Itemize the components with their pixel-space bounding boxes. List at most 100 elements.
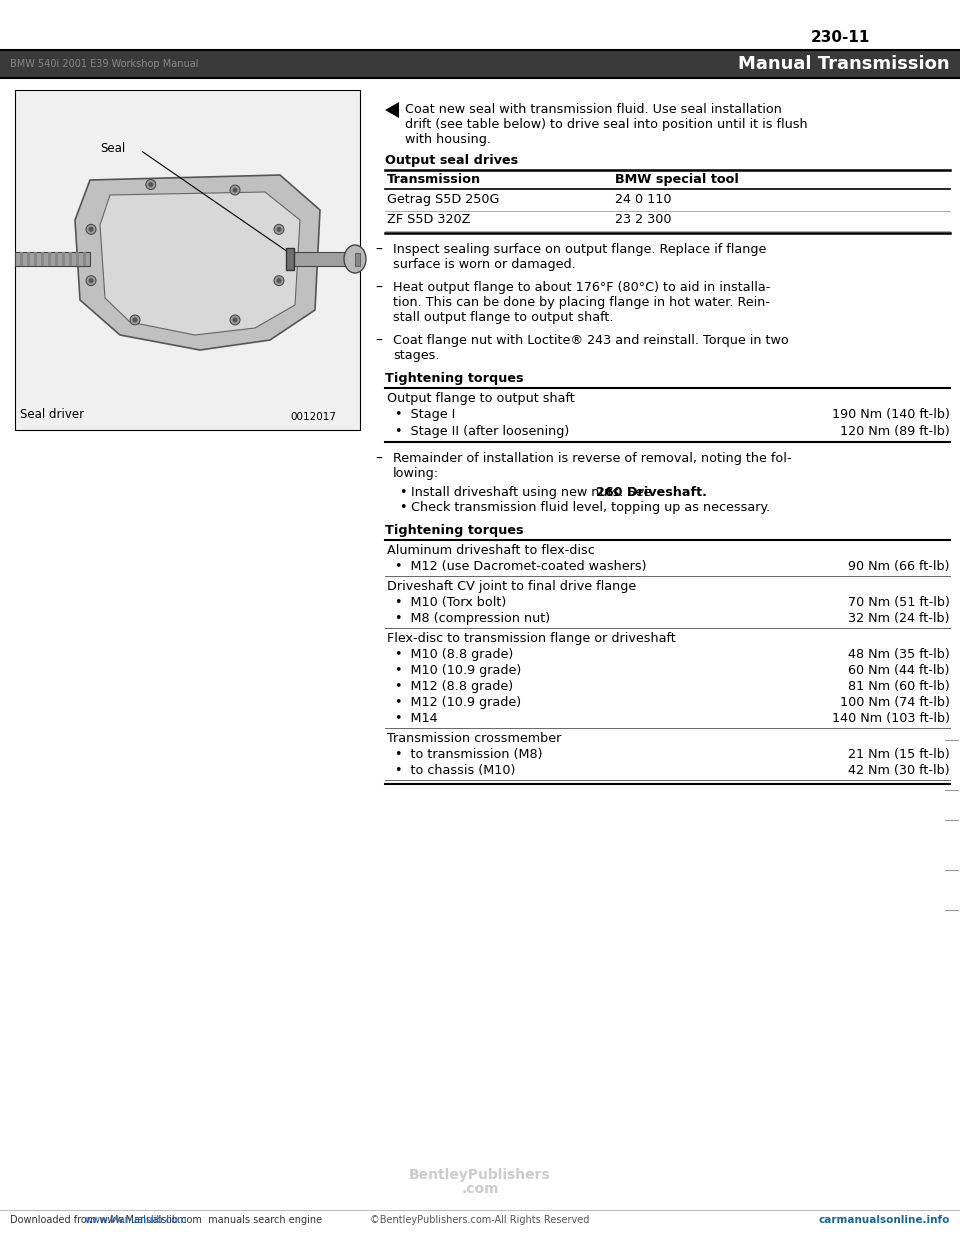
Text: Seal: Seal xyxy=(100,142,125,155)
Text: stall output flange to output shaft.: stall output flange to output shaft. xyxy=(393,310,613,324)
Circle shape xyxy=(276,227,281,232)
Circle shape xyxy=(88,227,93,232)
Bar xyxy=(27,252,30,266)
Circle shape xyxy=(86,276,96,286)
Text: 32 Nm (24 ft-lb): 32 Nm (24 ft-lb) xyxy=(849,612,950,625)
Text: Manual Transmission: Manual Transmission xyxy=(738,55,950,73)
Text: •  M12 (use Dacromet-coated washers): • M12 (use Dacromet-coated washers) xyxy=(395,560,646,573)
Text: 90 Nm (66 ft-lb): 90 Nm (66 ft-lb) xyxy=(849,560,950,573)
Bar xyxy=(20,252,23,266)
Text: drift (see table below) to drive seal into position until it is flush: drift (see table below) to drive seal in… xyxy=(405,118,807,130)
Text: .com: .com xyxy=(461,1182,499,1196)
Text: •  M12 (8.8 grade): • M12 (8.8 grade) xyxy=(395,681,514,693)
Bar xyxy=(55,252,58,266)
Bar xyxy=(76,252,79,266)
Text: •  M14: • M14 xyxy=(395,712,438,725)
Bar xyxy=(34,252,37,266)
Bar xyxy=(355,253,360,266)
Text: Coat flange nut with Loctite® 243 and reinstall. Torque in two: Coat flange nut with Loctite® 243 and re… xyxy=(393,334,789,347)
Text: Output flange to output shaft: Output flange to output shaft xyxy=(387,392,575,405)
Text: Inspect sealing surface on output flange. Replace if flange: Inspect sealing surface on output flange… xyxy=(393,243,766,256)
Circle shape xyxy=(86,225,96,235)
Circle shape xyxy=(132,318,137,323)
Text: 48 Nm (35 ft-lb): 48 Nm (35 ft-lb) xyxy=(849,648,950,661)
Text: •  M8 (compression nut): • M8 (compression nut) xyxy=(395,612,550,625)
Text: Flex-disc to transmission flange or driveshaft: Flex-disc to transmission flange or driv… xyxy=(387,632,676,645)
Text: 120 Nm (89 ft-lb): 120 Nm (89 ft-lb) xyxy=(840,425,950,438)
Text: Tightening torques: Tightening torques xyxy=(385,524,523,537)
Text: •: • xyxy=(399,501,406,514)
Text: 23 2 300: 23 2 300 xyxy=(615,212,671,226)
Text: stages.: stages. xyxy=(393,349,440,361)
Text: 42 Nm (30 ft-lb): 42 Nm (30 ft-lb) xyxy=(849,764,950,777)
Text: Transmission crossmember: Transmission crossmember xyxy=(387,732,562,745)
Text: Tightening torques: Tightening torques xyxy=(385,373,523,385)
Text: •  Stage I: • Stage I xyxy=(395,409,455,421)
Text: Aluminum driveshaft to flex-disc: Aluminum driveshaft to flex-disc xyxy=(387,544,595,556)
Text: BentleyPublishers: BentleyPublishers xyxy=(409,1167,551,1182)
Text: 230-11: 230-11 xyxy=(810,31,870,46)
Circle shape xyxy=(232,188,237,193)
Circle shape xyxy=(230,315,240,325)
Text: tion. This can be done by placing flange in hot water. Rein-: tion. This can be done by placing flange… xyxy=(393,296,770,309)
Circle shape xyxy=(230,185,240,195)
Bar xyxy=(62,252,65,266)
Text: Getrag S5D 250G: Getrag S5D 250G xyxy=(387,193,499,206)
Text: –: – xyxy=(375,281,382,296)
Text: ©BentleyPublishers.com-All Rights Reserved: ©BentleyPublishers.com-All Rights Reserv… xyxy=(371,1215,589,1225)
Text: with housing.: with housing. xyxy=(405,133,491,147)
Text: carmanualsonline.info: carmanualsonline.info xyxy=(819,1215,950,1225)
Bar xyxy=(15,89,360,430)
Ellipse shape xyxy=(344,245,366,273)
Text: 140 Nm (103 ft-lb): 140 Nm (103 ft-lb) xyxy=(832,712,950,725)
Text: –: – xyxy=(375,452,382,466)
Bar xyxy=(0,50,960,78)
Text: Downloaded from www.Manualslib.com  manuals search engine: Downloaded from www.Manualslib.com manua… xyxy=(10,1215,323,1225)
Text: •  M10 (10.9 grade): • M10 (10.9 grade) xyxy=(395,664,521,677)
Text: surface is worn or damaged.: surface is worn or damaged. xyxy=(393,258,576,271)
Circle shape xyxy=(274,276,284,286)
Text: 190 Nm (140 ft-lb): 190 Nm (140 ft-lb) xyxy=(832,409,950,421)
Text: Transmission: Transmission xyxy=(387,173,481,186)
Text: Coat new seal with transmission fluid. Use seal installation: Coat new seal with transmission fluid. U… xyxy=(405,103,781,116)
Bar xyxy=(69,252,72,266)
Bar xyxy=(286,248,294,270)
Text: •: • xyxy=(399,486,406,499)
Polygon shape xyxy=(385,102,399,118)
Text: Remainder of installation is reverse of removal, noting the fol-: Remainder of installation is reverse of … xyxy=(393,452,791,465)
Circle shape xyxy=(130,315,140,325)
Text: 81 Nm (60 ft-lb): 81 Nm (60 ft-lb) xyxy=(849,681,950,693)
Polygon shape xyxy=(75,175,320,350)
Text: –: – xyxy=(375,334,382,348)
Text: •  M12 (10.9 grade): • M12 (10.9 grade) xyxy=(395,696,521,709)
Bar xyxy=(83,252,86,266)
Text: www.Manualslib.com: www.Manualslib.com xyxy=(85,1215,187,1225)
Bar xyxy=(290,252,355,266)
Circle shape xyxy=(274,225,284,235)
Circle shape xyxy=(146,180,156,190)
Text: 100 Nm (74 ft-lb): 100 Nm (74 ft-lb) xyxy=(840,696,950,709)
Text: 70 Nm (51 ft-lb): 70 Nm (51 ft-lb) xyxy=(848,596,950,609)
Circle shape xyxy=(232,318,237,323)
Circle shape xyxy=(276,278,281,283)
Text: Driveshaft CV joint to final drive flange: Driveshaft CV joint to final drive flang… xyxy=(387,580,636,592)
Text: •  M10 (8.8 grade): • M10 (8.8 grade) xyxy=(395,648,514,661)
Text: BMW 540i 2001 E39 Workshop Manual: BMW 540i 2001 E39 Workshop Manual xyxy=(10,60,199,70)
Text: BMW special tool: BMW special tool xyxy=(615,173,739,186)
Text: Heat output flange to about 176°F (80°C) to aid in installa-: Heat output flange to about 176°F (80°C)… xyxy=(393,281,770,294)
Text: •  M10 (Torx bolt): • M10 (Torx bolt) xyxy=(395,596,506,609)
Text: •  Stage II (after loosening): • Stage II (after loosening) xyxy=(395,425,569,438)
Text: •  to chassis (M10): • to chassis (M10) xyxy=(395,764,516,777)
Text: ZF S5D 320Z: ZF S5D 320Z xyxy=(387,212,470,226)
Text: –: – xyxy=(375,243,382,257)
Circle shape xyxy=(88,278,93,283)
Bar xyxy=(15,252,90,266)
Text: 60 Nm (44 ft-lb): 60 Nm (44 ft-lb) xyxy=(849,664,950,677)
Text: •  to transmission (M8): • to transmission (M8) xyxy=(395,748,542,761)
Text: 24 0 110: 24 0 110 xyxy=(615,193,671,206)
Bar xyxy=(48,252,51,266)
Polygon shape xyxy=(100,193,300,335)
Text: 21 Nm (15 ft-lb): 21 Nm (15 ft-lb) xyxy=(849,748,950,761)
Text: Check transmission fluid level, topping up as necessary.: Check transmission fluid level, topping … xyxy=(411,501,770,514)
Text: 260 Driveshaft.: 260 Driveshaft. xyxy=(596,486,708,499)
